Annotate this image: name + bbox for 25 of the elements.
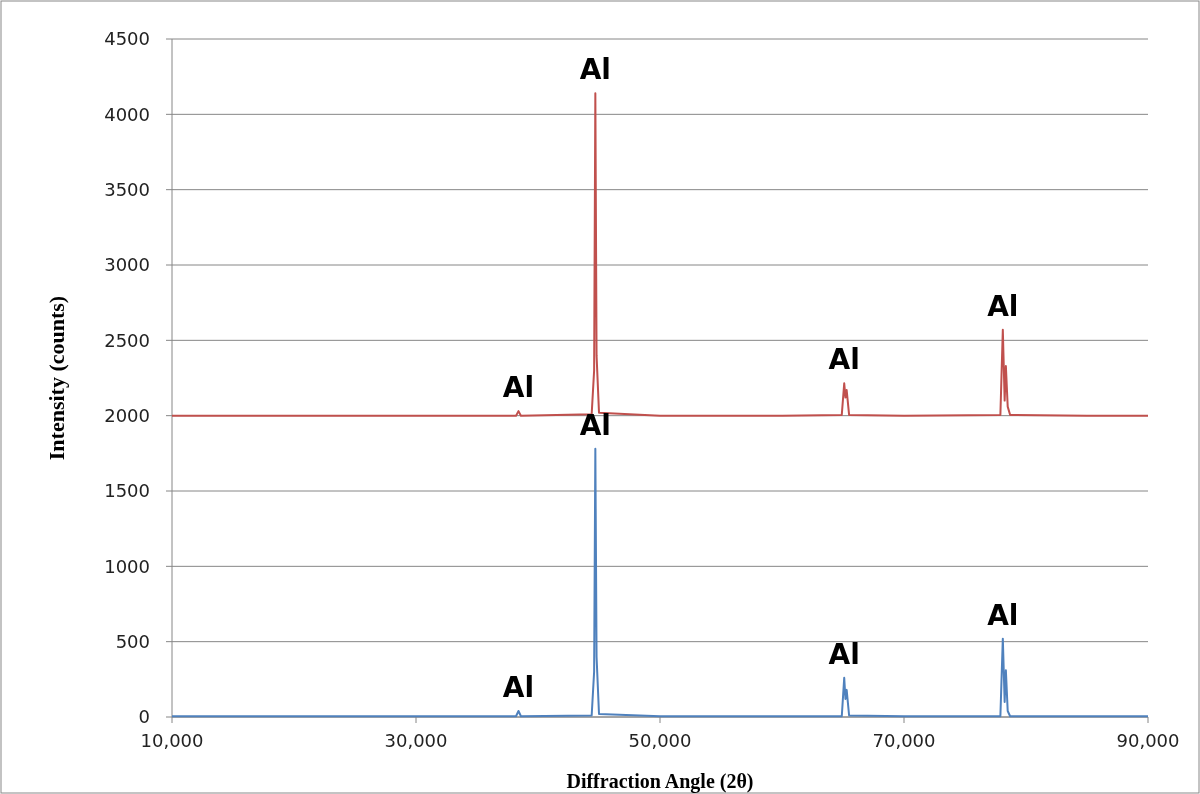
x-tick-label: 70,000: [872, 730, 936, 751]
annotation: Al: [828, 343, 860, 377]
y-tick-label: 3000: [104, 254, 150, 276]
y-tick-label: 4000: [104, 103, 150, 125]
x-tick-label: 10,000: [140, 730, 204, 751]
annotation: Al: [828, 637, 860, 671]
y-tick-label: 1000: [104, 555, 150, 577]
x-tick-label: 90,000: [1116, 730, 1180, 751]
annotation: Al: [987, 289, 1019, 323]
y-tick-label: 500: [115, 630, 150, 652]
x-axis-title: Diffraction Angle (2θ): [566, 770, 754, 793]
y-tick-label: 1500: [104, 480, 150, 502]
y-tick-label: 2500: [104, 329, 150, 351]
y-tick-label: 4500: [104, 28, 150, 50]
x-tick-label: 50,000: [628, 730, 692, 751]
y-tick-label: 2000: [104, 404, 150, 426]
annotation: Al: [579, 408, 611, 442]
annotation: Al: [579, 53, 611, 87]
annotation: Al: [502, 371, 535, 405]
annotation: Al: [987, 598, 1019, 632]
annotation: Al: [502, 670, 535, 704]
x-tick-label: 30,000: [384, 730, 448, 751]
y-tick-label: 3500: [104, 178, 150, 200]
y-tick-label: 0: [138, 706, 150, 728]
y-axis-title: Intensity (counts): [44, 295, 69, 461]
